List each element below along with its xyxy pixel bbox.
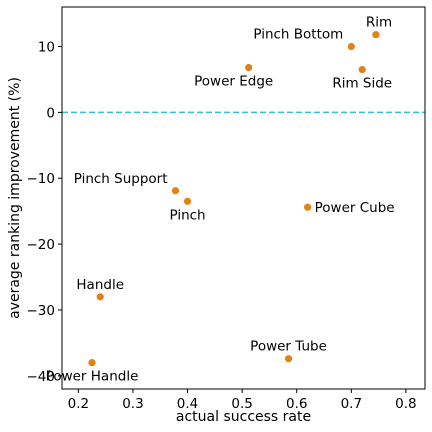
data-point: [284, 355, 293, 363]
y-tick-label: 10: [38, 40, 55, 56]
x-axis-ticks: 0.2 0.3 0.4 0.5 0.6 0.7 0.8: [68, 389, 417, 412]
x-tick-label: 0.8: [395, 396, 416, 412]
point-label: Power Cube: [315, 200, 395, 216]
point-label: Pinch Support: [74, 171, 168, 187]
data-point: [358, 65, 366, 74]
point-label: Rim: [366, 15, 392, 31]
y-tick-label: −10: [27, 171, 56, 187]
data-point: [88, 359, 96, 367]
data-points: [88, 31, 380, 367]
point-label: Pinch: [169, 207, 205, 223]
data-point: [245, 63, 253, 72]
point-label: Power Handle: [46, 369, 139, 385]
data-point: [183, 197, 192, 205]
y-axis-label: average ranking improvement (%): [7, 77, 23, 319]
point-label: Rim Side: [332, 76, 392, 92]
x-tick-label: 0.6: [286, 396, 307, 412]
point-label: Handle: [76, 277, 124, 293]
point-label: Pinch Bottom: [253, 27, 343, 43]
x-axis-label: actual success rate: [176, 409, 311, 425]
plot-frame: [61, 6, 426, 390]
y-tick-label: 0: [46, 105, 55, 121]
x-tick-label: 0.3: [122, 396, 143, 412]
point-label: Power Edge: [194, 74, 273, 90]
y-tick-label: −40: [27, 369, 56, 385]
point-label: Power Tube: [250, 339, 327, 355]
y-tick-label: −30: [27, 303, 56, 319]
data-point: [171, 187, 180, 195]
data-point: [96, 293, 104, 301]
x-tick-label: 0.2: [68, 396, 89, 412]
x-tick-label: 0.7: [341, 396, 362, 412]
y-axis-ticks: −40 −30 −20 −10 0 10: [27, 40, 62, 385]
data-point: [347, 42, 355, 51]
x-tick-label: 0.4: [177, 396, 198, 412]
data-point: [304, 203, 312, 211]
point-labels: Rim Pinch Bottom Rim Side Power Edge Pinch S…: [46, 15, 395, 385]
x-tick-label: 0.5: [231, 396, 252, 412]
data-point: [372, 31, 380, 39]
y-tick-label: −20: [27, 237, 56, 253]
